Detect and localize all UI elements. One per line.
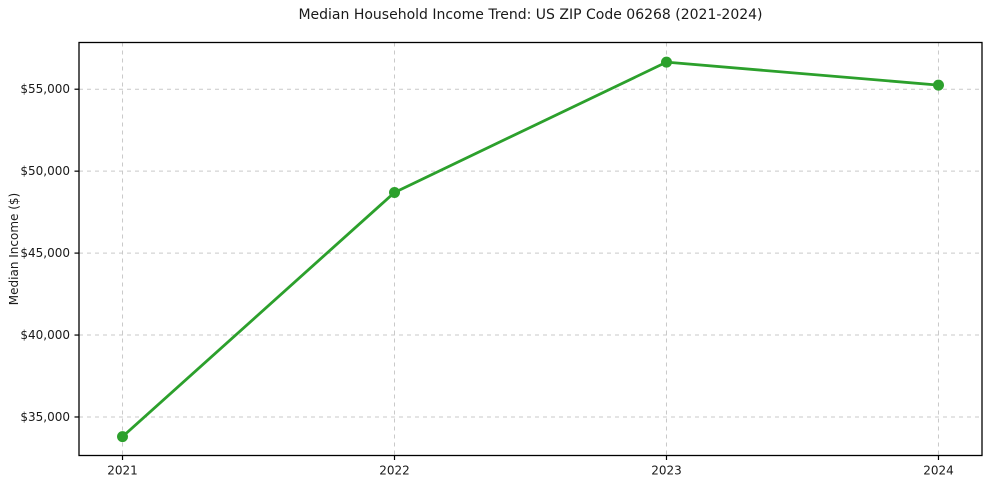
x-tick-label: 2024 <box>923 464 954 478</box>
x-tick-label: 2023 <box>651 464 682 478</box>
data-point-2022 <box>389 186 401 198</box>
axes-frame <box>78 41 983 457</box>
trend-line <box>121 60 940 439</box>
y-tick-label: $55,000 <box>20 82 70 96</box>
x-tick-label: 2021 <box>107 464 138 478</box>
chart-title: Median Household Income Trend: US ZIP Co… <box>298 7 763 23</box>
y-tick-label: $40,000 <box>20 328 70 342</box>
y-tick-label: $50,000 <box>20 164 70 178</box>
y-tick-label: $35,000 <box>20 410 70 424</box>
x-tick-label: 2022 <box>379 464 410 478</box>
y-tick-label: $45,000 <box>20 246 70 260</box>
y-axis-label: Median Income ($) <box>7 192 21 306</box>
data-point-2021 <box>117 431 129 443</box>
data-point-2023 <box>660 56 672 68</box>
data-point-2024 <box>932 79 944 91</box>
